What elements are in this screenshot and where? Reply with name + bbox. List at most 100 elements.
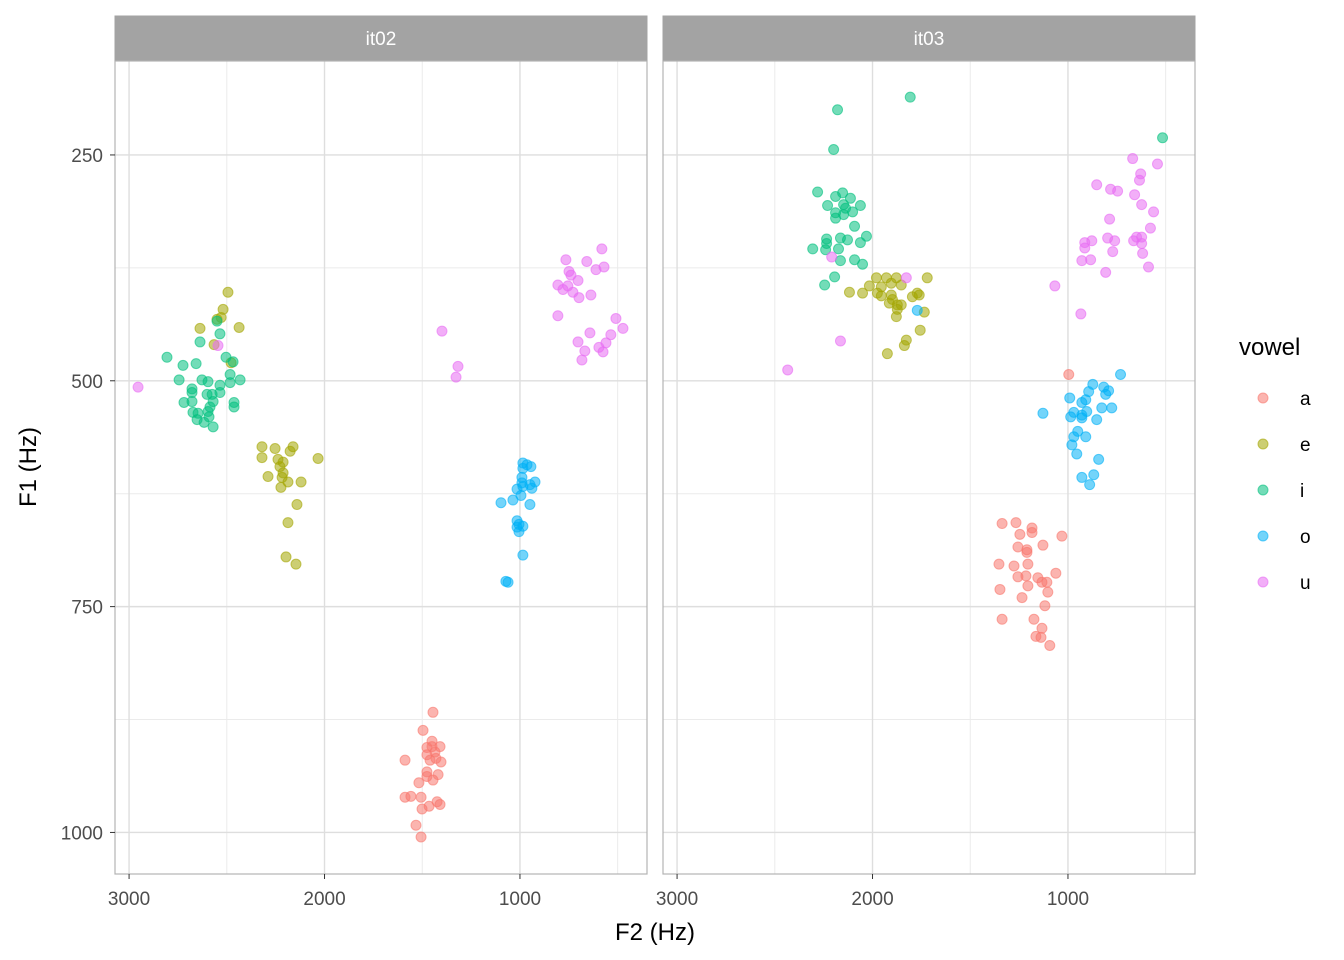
data-point-u [436, 325, 448, 337]
data-point-a [405, 790, 417, 802]
data-point-e [217, 303, 229, 315]
data-point-u [1085, 254, 1097, 266]
data-point-o [1071, 448, 1083, 460]
data-point-i [837, 187, 849, 199]
data-point-o [1064, 392, 1076, 404]
data-point-e [295, 476, 307, 488]
data-point-i [829, 271, 841, 283]
data-point-u [573, 292, 585, 304]
data-point-o [1106, 402, 1118, 414]
data-point-i [838, 209, 850, 221]
data-point-u [576, 354, 588, 366]
data-point-i [854, 200, 866, 212]
data-point-u [581, 256, 593, 268]
data-point-o [507, 494, 519, 506]
legend-key-a [1257, 392, 1269, 404]
data-point-e [282, 517, 294, 529]
x-tick-label: 1000 [499, 889, 541, 910]
data-point-u [1136, 237, 1148, 249]
data-point-u [1107, 246, 1119, 258]
data-point-e [914, 324, 926, 336]
y-axis-title: F1 (Hz) [15, 427, 42, 507]
data-point-i [847, 206, 859, 218]
data-point-e [885, 277, 897, 289]
data-point-e [233, 321, 245, 333]
data-point-o [1065, 411, 1077, 423]
data-point-e [857, 287, 869, 299]
data-point-o [1093, 453, 1105, 465]
data-point-o [1084, 479, 1096, 491]
data-point-u [1144, 222, 1156, 234]
data-point-u [834, 335, 846, 347]
data-point-a [1012, 541, 1024, 553]
data-point-a [426, 741, 438, 753]
data-point-i [202, 376, 214, 388]
data-point-o [517, 462, 529, 474]
data-point-u [1142, 261, 1154, 273]
data-point-a [1037, 539, 1049, 551]
data-point-i [214, 328, 226, 340]
data-point-o [524, 499, 536, 511]
data-point-a [1036, 576, 1048, 588]
data-point-a [434, 798, 446, 810]
data-point-o [1066, 439, 1078, 451]
data-point-i [186, 387, 198, 399]
data-point-u [1079, 242, 1091, 254]
y-tick-label: 250 [71, 146, 103, 167]
data-point-e [275, 481, 287, 493]
data-point-o [526, 482, 538, 494]
y-tick-label: 1000 [61, 823, 103, 844]
data-point-u [598, 261, 610, 273]
data-point-o [1091, 414, 1103, 426]
y-tick-label: 500 [71, 372, 103, 393]
y-tick-label: 750 [71, 598, 103, 619]
data-point-a [399, 754, 411, 766]
data-point-a [1056, 530, 1068, 542]
x-tick-label: 2000 [851, 889, 893, 910]
data-point-u [552, 310, 564, 322]
x-tick-label: 1000 [1047, 889, 1089, 910]
panel-background [663, 61, 1195, 874]
data-point-o [513, 526, 525, 538]
data-point-o [1100, 388, 1112, 400]
data-point-i [807, 243, 819, 255]
data-point-u [826, 251, 838, 263]
data-point-u [900, 272, 912, 284]
data-point-e [262, 471, 274, 483]
data-point-u [572, 336, 584, 348]
facet-panel-it02: it02 [114, 15, 648, 875]
data-point-u [1104, 213, 1116, 225]
data-point-a [1022, 558, 1034, 570]
data-point-i [190, 358, 202, 370]
data-point-u [1148, 206, 1160, 218]
data-point-a [1028, 613, 1040, 625]
data-point-e [881, 348, 893, 360]
data-point-u [782, 364, 794, 376]
data-point-i [832, 104, 844, 116]
facet-strip [662, 15, 1196, 61]
data-point-u [452, 360, 464, 372]
data-point-u [596, 243, 608, 255]
data-point-o [502, 576, 514, 588]
data-point-u [1127, 153, 1139, 165]
data-point-u [1129, 189, 1141, 201]
data-point-e [290, 558, 302, 570]
data-point-a [994, 583, 1006, 595]
x-tick-label: 2000 [303, 889, 345, 910]
facet-strip [114, 15, 648, 61]
panel-background [115, 61, 647, 874]
panel-border [114, 60, 648, 875]
data-point-a [427, 706, 439, 718]
legend: vowel a e i o u [1239, 334, 1311, 594]
data-point-u [617, 322, 629, 334]
legend-label-a: a [1300, 389, 1311, 410]
data-point-a [993, 558, 1005, 570]
legend-key-e [1257, 438, 1269, 450]
data-point-i [234, 374, 246, 386]
data-point-i [833, 243, 845, 255]
data-point-e [870, 272, 882, 284]
data-point-o [1096, 402, 1108, 414]
legend-key-o [1257, 530, 1269, 542]
data-point-e [863, 280, 875, 292]
